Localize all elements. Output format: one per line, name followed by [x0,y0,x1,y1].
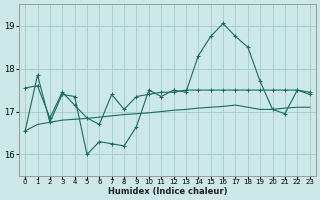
X-axis label: Humidex (Indice chaleur): Humidex (Indice chaleur) [108,187,227,196]
